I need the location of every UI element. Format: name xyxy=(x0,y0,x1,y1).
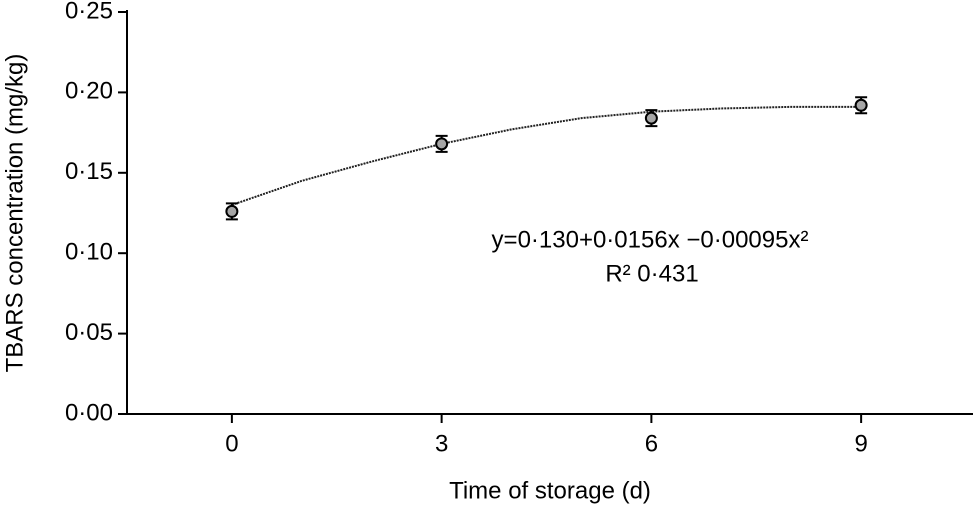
x-axis-label: Time of storage (d) xyxy=(449,477,651,504)
x-tick-label: 0 xyxy=(225,430,238,457)
y-tick-label: 0·15 xyxy=(65,158,113,185)
r-squared: R² 0·431 xyxy=(605,260,698,287)
y-tick-label: 0·25 xyxy=(65,0,113,24)
x-tick-label: 9 xyxy=(854,430,867,457)
equation: y=0·130+0·0156x −0·00095x² xyxy=(492,226,809,253)
data-point xyxy=(225,204,239,218)
y-tick-label: 0·05 xyxy=(65,319,113,346)
y-tick-label: 0·20 xyxy=(65,78,113,105)
x-tick-label: 6 xyxy=(645,430,658,457)
x-tick-label: 3 xyxy=(435,430,448,457)
fit-curve xyxy=(231,105,862,206)
data-point xyxy=(854,98,868,112)
y-axis-label: TBARS concentration (mg/kg) xyxy=(1,54,28,373)
data-point xyxy=(435,137,449,151)
y-tick-label: 0·10 xyxy=(65,239,113,266)
y-tick-label: 0·00 xyxy=(65,399,113,426)
data-point xyxy=(644,111,658,125)
